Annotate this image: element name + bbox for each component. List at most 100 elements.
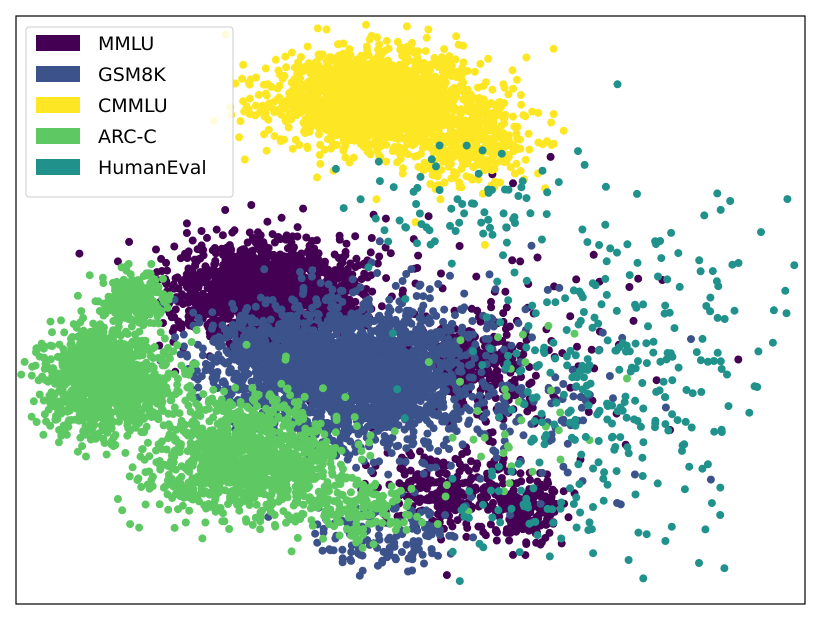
scatter-point (419, 292, 428, 301)
scatter-point (342, 239, 351, 248)
scatter-point (429, 478, 438, 487)
scatter-point (465, 373, 474, 382)
scatter-point (393, 366, 402, 375)
scatter-point (294, 377, 303, 386)
scatter-point (218, 231, 227, 240)
scatter-point (452, 358, 461, 367)
scatter-point (270, 329, 279, 338)
scatter-point (284, 256, 293, 265)
scatter-point (294, 385, 303, 394)
scatter-point (327, 346, 336, 355)
scatter-point (375, 457, 384, 466)
scatter-point (514, 319, 523, 328)
scatter-point (220, 308, 228, 317)
scatter-point (448, 522, 457, 531)
scatter-point (572, 275, 581, 284)
scatter-point (341, 428, 350, 437)
scatter-point (284, 366, 293, 375)
scatter-point (299, 319, 308, 328)
scatter-point (292, 251, 301, 260)
scatter-point (416, 280, 425, 289)
scatter-points (17, 20, 799, 586)
scatter-point (204, 267, 213, 276)
scatter-point (423, 402, 432, 411)
scatter-point (338, 545, 347, 554)
scatter-point (364, 320, 373, 329)
scatter-point (243, 238, 252, 247)
scatter-point (387, 416, 396, 425)
scatter-point (174, 317, 183, 326)
scatter-point (536, 540, 545, 549)
scatter-point (282, 322, 291, 330)
scatter-point (293, 223, 302, 232)
scatter-point (244, 251, 253, 260)
scatter-point (257, 326, 266, 335)
scatter-point (288, 345, 297, 354)
scatter-point (424, 212, 433, 221)
scatter-point (197, 227, 206, 235)
scatter-point (351, 263, 360, 272)
scatter-point (247, 201, 256, 209)
scatter-point (194, 283, 203, 292)
scatter-point (448, 499, 457, 508)
scatter-point (335, 351, 344, 360)
scatter-point (365, 333, 374, 342)
scatter-point (311, 387, 319, 396)
scatter-point (468, 392, 477, 401)
scatter-point (332, 330, 341, 339)
scatter-point (185, 273, 194, 282)
scatter-point (277, 305, 286, 314)
scatter-point (564, 513, 573, 522)
scatter-point (249, 269, 258, 277)
scatter-point (437, 373, 446, 382)
scatter-point (373, 259, 382, 268)
scatter-point (198, 351, 207, 360)
scatter-point (420, 559, 428, 568)
scatter-point (260, 265, 269, 274)
scatter-point (398, 286, 407, 295)
scatter-point (548, 486, 557, 495)
scatter-point (402, 387, 411, 396)
scatter-point (353, 341, 362, 350)
scatter-point (208, 324, 216, 333)
scatter-point (385, 341, 394, 350)
scatter-point (280, 342, 288, 351)
scatter-point (472, 272, 481, 281)
scatter-point (357, 402, 366, 411)
scatter-point (190, 255, 199, 264)
scatter-point (367, 234, 376, 242)
scatter-point (219, 377, 228, 386)
scatter-point (587, 345, 596, 354)
scatter-point (491, 285, 500, 294)
scatter-point (499, 309, 508, 318)
scatter-point (508, 256, 517, 265)
scatter-point (451, 342, 460, 351)
scatter-point (207, 299, 216, 307)
scatter-point (465, 416, 474, 425)
scatter-point (336, 286, 345, 295)
scatter-point (426, 318, 435, 327)
scatter-point (432, 328, 441, 337)
scatter-point (235, 290, 244, 299)
scatter-point (379, 418, 388, 426)
scatter-point (226, 250, 235, 259)
scatter-point (370, 383, 379, 392)
scatter-point (521, 305, 530, 314)
scatter-point (407, 422, 415, 431)
scatter-point (311, 397, 320, 406)
scatter-point (351, 297, 360, 306)
scatter-point (197, 302, 205, 311)
scatter-point (162, 258, 171, 267)
scatter-point (285, 277, 294, 286)
scatter-point (505, 322, 514, 331)
scatter-point (242, 331, 250, 340)
scatter-point (492, 536, 501, 545)
scatter-point (183, 254, 192, 262)
scatter-point (465, 406, 474, 415)
scatter-point (174, 284, 183, 293)
scatter-point (261, 251, 270, 260)
scatter-point (446, 326, 455, 335)
scatter-point (191, 294, 200, 303)
scatter-point (339, 253, 347, 262)
scatter-point (179, 330, 188, 339)
